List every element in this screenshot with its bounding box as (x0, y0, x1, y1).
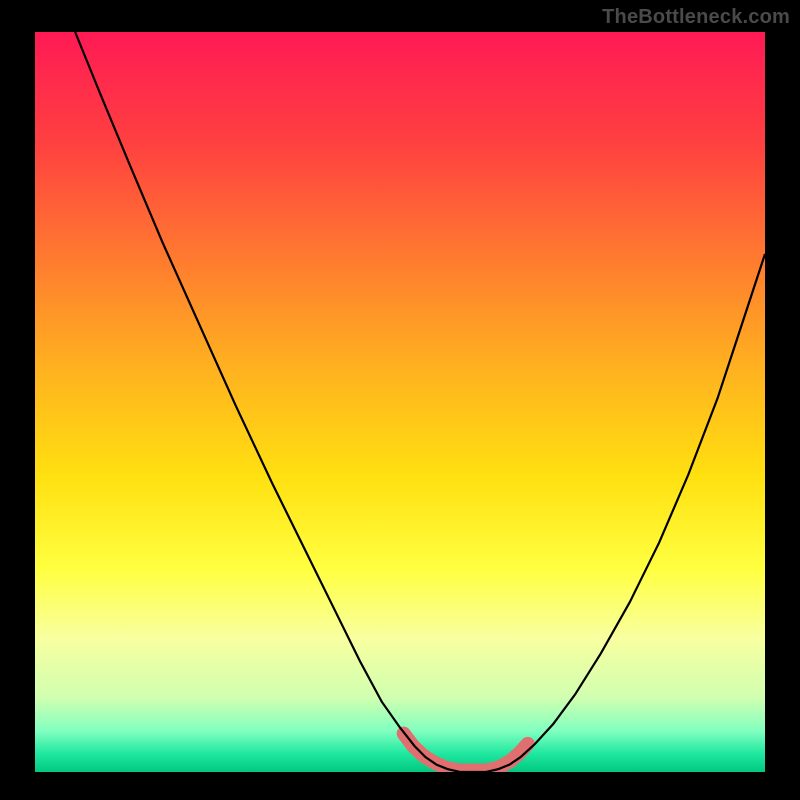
watermark-text: TheBottleneck.com (602, 6, 790, 29)
plot-background (35, 32, 765, 772)
chart-svg (0, 0, 800, 800)
bottleneck-chart: TheBottleneck.com (0, 0, 800, 800)
